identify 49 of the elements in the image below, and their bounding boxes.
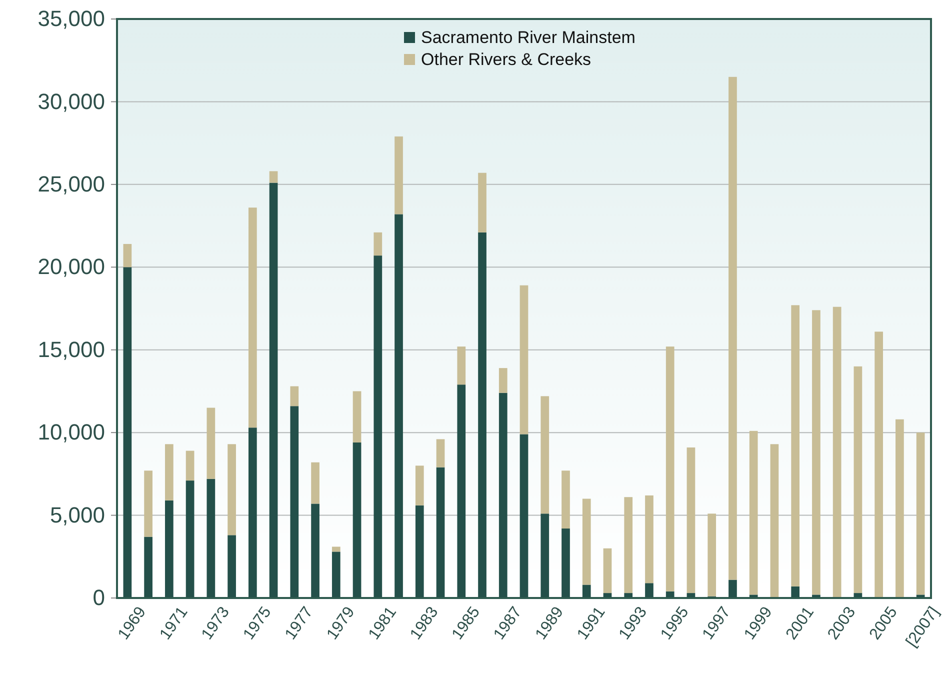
bar — [352, 391, 362, 442]
y-tick-label: 15,000 — [38, 336, 105, 362]
bar — [832, 306, 842, 598]
y-tick-label: 25,000 — [38, 171, 105, 196]
bar — [269, 171, 278, 183]
bar — [562, 470, 570, 529]
legend-label: Other Rivers & Creeks — [421, 50, 592, 69]
bar — [770, 444, 779, 598]
bar — [603, 548, 612, 594]
bar — [916, 432, 925, 595]
bar — [645, 495, 654, 584]
legend-label: Sacramento River Mainstem — [421, 28, 636, 47]
bar — [290, 386, 299, 406]
bar — [478, 172, 486, 232]
bar — [728, 76, 737, 580]
bar — [896, 419, 904, 598]
y-tick-label: 30,000 — [38, 88, 105, 114]
bar — [540, 396, 550, 514]
bar — [206, 408, 216, 479]
bar — [374, 232, 382, 256]
bar — [498, 368, 508, 393]
bar — [582, 498, 591, 585]
bar — [874, 332, 883, 598]
y-tick-label: 5,000 — [50, 502, 105, 528]
y-tick-label: 20,000 — [38, 254, 105, 280]
bar — [332, 546, 340, 552]
y-tick-label: 35,000 — [38, 6, 105, 32]
bar — [666, 346, 674, 592]
bar — [624, 497, 633, 594]
bar — [520, 285, 528, 434]
bar — [749, 430, 758, 595]
bar — [415, 466, 424, 506]
bar — [165, 444, 174, 500]
bar — [248, 208, 257, 428]
bar — [228, 444, 236, 536]
y-tick-label: 10,000 — [38, 420, 105, 445]
bar — [311, 462, 320, 504]
bar — [686, 447, 696, 594]
bar — [708, 514, 716, 596]
bar — [144, 470, 152, 537]
bar — [394, 136, 403, 214]
bar — [457, 346, 466, 385]
bar — [791, 305, 800, 586]
bar — [854, 366, 862, 594]
bar — [812, 310, 820, 595]
y-tick-label: 0 — [92, 585, 105, 610]
bar — [123, 244, 132, 268]
bar — [186, 450, 194, 481]
bar — [436, 439, 445, 468]
